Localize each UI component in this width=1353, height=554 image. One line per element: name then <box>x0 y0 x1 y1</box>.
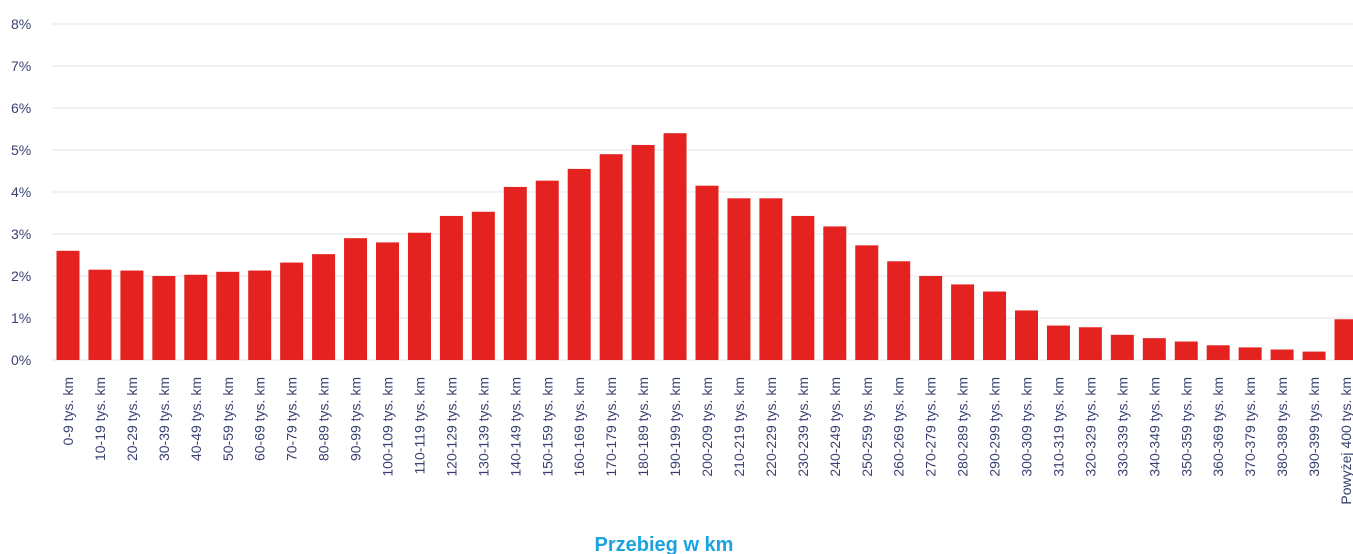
x-tick-label: 250-259 tys. km <box>859 377 875 477</box>
bar <box>951 284 975 360</box>
x-tick-label: 290-299 tys. km <box>987 377 1003 477</box>
x-tick-label: 350-359 tys. km <box>1178 377 1194 477</box>
bar <box>503 186 527 360</box>
x-tick-label: 270-279 tys. km <box>923 377 939 477</box>
bar <box>1174 341 1198 360</box>
bar <box>344 238 368 360</box>
y-tick-label: 4% <box>11 184 31 200</box>
x-tick-label: 240-249 tys. km <box>827 377 843 477</box>
bar <box>312 254 336 360</box>
x-tick-label: 170-179 tys. km <box>603 377 619 477</box>
bar <box>855 245 879 360</box>
x-tick-label: 150-159 tys. km <box>539 377 555 477</box>
x-tick-label: 130-139 tys. km <box>475 377 491 477</box>
x-tick-label: 160-169 tys. km <box>571 377 587 477</box>
x-tick-label: 60-69 tys. km <box>252 377 268 461</box>
bar <box>88 269 112 360</box>
x-tick-label: 330-339 tys. km <box>1114 377 1130 477</box>
x-tick-label: 300-309 tys. km <box>1019 377 1035 477</box>
x-axis-label: Przebieg w km <box>595 534 734 554</box>
x-tick-label: 380-389 tys. km <box>1274 377 1290 477</box>
bar <box>216 271 240 360</box>
x-tick-label: Powyżej 400 tys. km <box>1338 377 1353 505</box>
bar <box>1142 338 1166 360</box>
x-tick-label: 280-289 tys. km <box>955 377 971 477</box>
bar <box>280 262 304 360</box>
y-tick-label: 2% <box>11 268 31 284</box>
x-tick-label: 360-369 tys. km <box>1210 377 1226 477</box>
x-tick-label: 70-79 tys. km <box>284 377 300 461</box>
x-tick-label: 30-39 tys. km <box>156 377 172 461</box>
bar <box>823 226 847 360</box>
bar <box>1015 310 1038 360</box>
y-tick-label: 8% <box>11 16 31 32</box>
x-tick-label: 310-319 tys. km <box>1050 377 1066 477</box>
bar <box>727 198 751 360</box>
x-tick-label: 320-329 tys. km <box>1082 377 1098 477</box>
y-tick-label: 7% <box>11 58 31 74</box>
bar <box>184 274 208 360</box>
bars <box>56 133 1353 360</box>
bar <box>152 276 176 360</box>
x-tick-label: 10-19 tys. km <box>92 377 108 461</box>
bar <box>1110 334 1134 360</box>
x-tick-label: 390-399 tys. km <box>1306 377 1322 477</box>
x-tick-label: 190-199 tys. km <box>667 377 683 477</box>
x-tick-label: 0-9 tys. km <box>60 377 76 445</box>
bar <box>1046 325 1070 360</box>
bar <box>535 180 559 360</box>
y-tick-label: 6% <box>11 100 31 116</box>
bar <box>439 215 463 360</box>
y-axis-ticks: 0% 1% 2% 3% 4% 5% 6% 7% 8% <box>11 16 31 368</box>
bar <box>376 242 399 360</box>
bar <box>983 291 1007 360</box>
bar <box>1206 345 1230 360</box>
bar <box>1334 319 1353 360</box>
y-tick-label: 5% <box>11 142 31 158</box>
bar <box>1238 347 1262 360</box>
bar <box>56 250 80 360</box>
bar <box>567 168 591 360</box>
x-tick-label: 120-129 tys. km <box>443 377 459 477</box>
x-tick-label: 230-239 tys. km <box>795 377 811 477</box>
y-tick-label: 3% <box>11 226 31 242</box>
bar <box>631 144 655 360</box>
x-tick-label: 260-269 tys. km <box>891 377 907 477</box>
bar <box>919 276 943 360</box>
bar <box>599 154 623 360</box>
x-tick-label: 110-119 tys. km <box>411 377 427 475</box>
x-tick-label: 200-209 tys. km <box>699 377 715 477</box>
bar <box>120 270 144 360</box>
x-tick-label: 340-349 tys. km <box>1146 377 1162 477</box>
x-tick-label: 90-99 tys. km <box>348 377 364 461</box>
bar <box>791 215 815 360</box>
x-axis-ticks: 0-9 tys. km 10-19 tys. km 20-29 tys. km 30-… <box>60 377 1353 505</box>
bar <box>663 133 687 360</box>
x-tick-label: 80-89 tys. km <box>316 377 332 461</box>
x-tick-label: 50-59 tys. km <box>220 377 236 461</box>
bar <box>695 185 719 360</box>
bar <box>1302 351 1326 360</box>
x-tick-label: 370-379 tys. km <box>1242 377 1258 477</box>
x-tick-label: 210-219 tys. km <box>731 377 747 477</box>
bar <box>887 261 911 360</box>
x-tick-label: 100-109 tys. km <box>380 377 396 477</box>
bar <box>407 232 431 360</box>
bar <box>1078 327 1102 360</box>
x-tick-label: 220-229 tys. km <box>763 377 779 477</box>
x-tick-label: 140-149 tys. km <box>507 377 523 477</box>
x-tick-label: 180-189 tys. km <box>635 377 651 477</box>
bar <box>471 211 495 360</box>
bar <box>248 270 272 360</box>
bar <box>759 198 783 360</box>
x-tick-label: 40-49 tys. km <box>188 377 204 461</box>
bar <box>1270 349 1294 360</box>
x-tick-label: 20-29 tys. km <box>124 377 140 461</box>
y-tick-label: 1% <box>11 310 31 326</box>
y-tick-label: 0% <box>11 352 31 368</box>
